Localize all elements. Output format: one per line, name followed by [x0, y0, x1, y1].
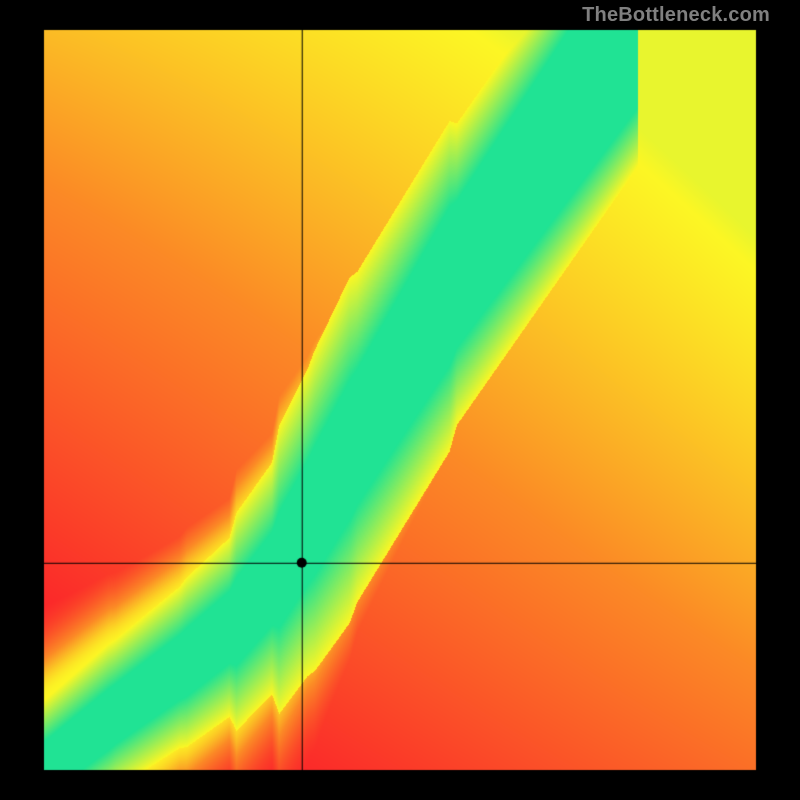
heatmap-canvas	[0, 0, 800, 800]
attribution-text: TheBottleneck.com	[582, 4, 770, 27]
chart-container: TheBottleneck.com	[0, 0, 800, 800]
